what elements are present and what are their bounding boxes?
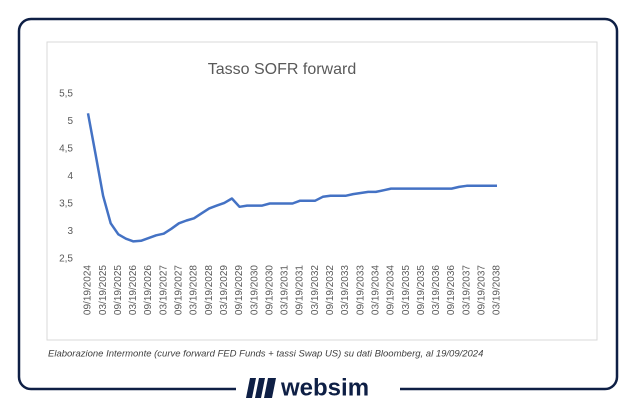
y-tick-label: 4,5 [59,144,73,155]
x-tick-label: 03/19/2032 [310,265,321,315]
logo-icon [246,378,276,398]
x-tick-label: 09/19/2035 [416,265,427,315]
chart-box [46,41,598,341]
x-tick-label: 03/19/2036 [431,265,442,315]
x-tick-label: 09/19/2026 [143,265,154,315]
chart-title: Tasso SOFR forward [208,61,356,78]
x-tick-label: 03/19/2029 [219,265,230,315]
x-tick-label: 09/19/2037 [476,265,487,315]
x-tick-label: 09/19/2028 [204,265,215,315]
x-tick-label: 09/19/2033 [355,265,366,315]
x-tick-label: 09/19/2036 [446,265,457,315]
x-tick-label: 03/19/2028 [189,265,200,315]
x-tick-label: 03/19/2035 [401,265,412,315]
y-tick-label: 3 [67,226,73,237]
x-tick-label: 03/19/2026 [128,265,139,315]
footnote: Elaborazione Intermonte (curve forward F… [48,349,483,360]
x-tick-label: 09/19/2024 [83,265,94,315]
x-tick-label: 09/19/2034 [386,265,397,315]
x-tick-label: 03/19/2033 [340,265,351,315]
x-tick-label: 09/19/2029 [234,265,245,315]
x-tick-label: 09/19/2031 [295,265,306,315]
y-tick-label: 5,5 [59,89,73,100]
x-tick-label: 03/19/2034 [370,265,381,315]
y-tick-label: 2,5 [59,254,73,265]
x-tick-label: 03/19/2031 [280,265,291,315]
y-tick-label: 4 [67,171,73,182]
x-tick-label: 09/19/2025 [113,265,124,315]
y-tick-label: 3,5 [59,199,73,210]
x-tick-label: 03/19/2027 [158,265,169,315]
x-tick-label: 09/19/2027 [174,265,185,315]
x-tick-label: 03/19/2037 [461,265,472,315]
x-tick-label: 09/19/2030 [264,265,275,315]
y-tick-label: 5 [67,116,73,127]
line-series [86,113,497,243]
x-tick-label: 03/19/2038 [492,265,503,315]
x-tick-label: 03/19/2025 [98,265,109,315]
x-tick-label: 09/19/2032 [325,265,336,315]
x-tick-label: 03/19/2030 [249,265,260,315]
logo-text: websim [280,374,369,401]
